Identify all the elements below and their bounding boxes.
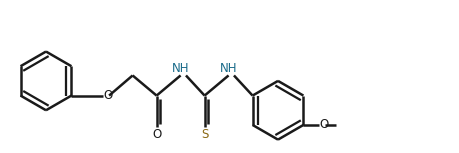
Text: O: O [319,118,328,131]
Text: S: S [201,128,208,141]
Text: O: O [103,89,112,102]
Text: NH: NH [172,62,189,75]
Text: O: O [151,128,161,141]
Text: NH: NH [219,62,237,75]
